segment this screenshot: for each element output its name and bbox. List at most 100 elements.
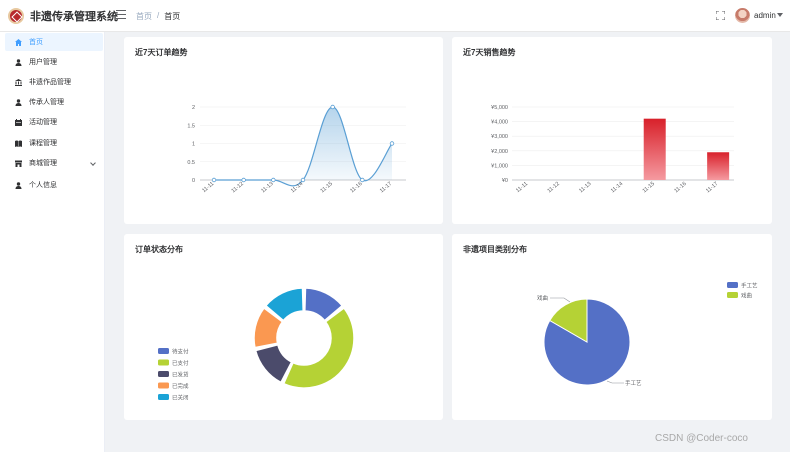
card-title: 订单状态分布 — [135, 245, 183, 254]
user-icon — [15, 98, 22, 106]
user-icon — [15, 58, 22, 66]
data-point — [211, 177, 217, 183]
top-navbar: 非遗传承管理系统 首页 / 首页 admin — [0, 0, 790, 32]
x-tick-label: 11-12 — [547, 181, 561, 194]
card-title: 非遗项目类别分布 — [463, 245, 527, 254]
bar — [643, 118, 666, 180]
data-point — [330, 104, 335, 110]
y-tick-label: ¥1,000 — [491, 163, 508, 169]
legend-label: 已支付 — [172, 359, 189, 367]
sidebar-item-activities[interactable]: 活动管理 — [5, 113, 103, 131]
brand[interactable]: 非遗传承管理系统 — [8, 7, 118, 25]
sidebar-item-inheritors[interactable]: 传承人管理 — [5, 93, 103, 111]
sidebar-item-shop[interactable]: 商城管理 — [5, 154, 103, 172]
bar — [707, 152, 730, 180]
app-logo-icon — [8, 8, 24, 24]
label-leader — [606, 380, 624, 384]
label-leader — [550, 297, 571, 303]
card-title: 近7天订单趋势 — [135, 48, 188, 57]
legend-label: 戏曲 — [741, 292, 752, 300]
data-point — [241, 177, 246, 183]
sidebar-item-label: 非遗作品管理 — [29, 79, 71, 86]
sidebar-item-profile[interactable]: 个人信息 — [5, 176, 103, 194]
legend-label: 待支付 — [172, 348, 189, 356]
legend-swatch — [727, 292, 738, 298]
user-dropdown-caret-icon[interactable] — [777, 13, 783, 17]
book-icon — [15, 140, 22, 147]
sidebar-item-label: 课程管理 — [29, 140, 57, 147]
legend-swatch — [727, 282, 738, 288]
x-tick-label: 11-14 — [610, 181, 624, 194]
app-title: 非遗传承管理系统 — [30, 11, 118, 23]
bank-icon — [15, 78, 22, 86]
watermark: CSDN @Coder-coco — [655, 433, 748, 444]
sidebar-item-label: 传承人管理 — [29, 99, 64, 106]
fullscreen-icon[interactable] — [716, 11, 725, 20]
username[interactable]: admin — [754, 11, 776, 20]
home-icon — [15, 38, 22, 46]
legend-swatch — [158, 348, 169, 354]
card-title: 近7天销售趋势 — [463, 48, 516, 57]
donut-slice — [304, 287, 343, 322]
sidebar-item-label: 用户管理 — [29, 59, 57, 66]
x-tick-label: 11-17 — [705, 181, 719, 194]
breadcrumb: 首页 / 首页 — [136, 11, 180, 22]
sidebar-item-works[interactable]: 非遗作品管理 — [5, 73, 103, 91]
order-status-card: 订单状态分布 待支付已支付已发货已完成已关闭 — [124, 234, 443, 420]
shop-icon — [15, 160, 22, 167]
legend-swatch — [158, 371, 169, 377]
category-card: 非遗项目类别分布 手工艺 戏曲 手工艺 戏曲 — [452, 234, 772, 420]
sales-trend-chart: ¥0 ¥1,000 ¥2,000 ¥3,000 ¥4,000 ¥5,000 11-11 11-… — [491, 105, 734, 194]
donut-slice — [254, 344, 293, 384]
sidebar-item-label: 商城管理 — [29, 160, 57, 167]
avatar[interactable] — [735, 8, 750, 23]
x-tick-label: 11-12 — [231, 181, 245, 194]
y-tick-label: ¥3,000 — [491, 134, 508, 140]
sidebar-item-courses[interactable]: 课程管理 — [5, 134, 103, 152]
x-tick-label: 11-15 — [320, 181, 334, 194]
series-line — [213, 106, 393, 187]
calendar-icon — [15, 118, 22, 126]
x-tick-label: 11-11 — [201, 181, 215, 194]
legend-swatch — [158, 359, 169, 366]
sidebar-item-label: 个人信息 — [29, 182, 57, 189]
user-icon — [15, 181, 22, 189]
sidebar-item-users[interactable]: 用户管理 — [5, 53, 103, 71]
slice-label: 手工艺 — [625, 379, 642, 387]
legend-label: 已完成 — [172, 382, 189, 390]
legend-label: 已关闭 — [172, 394, 189, 402]
donut-slice — [282, 307, 355, 389]
breadcrumb-current: 首页 — [164, 12, 181, 21]
sidebar-item-label: 首页 — [29, 39, 43, 46]
x-tick-label: 11-11 — [515, 181, 529, 194]
orders-trend-card: 近7天订单趋势 0 0.5 1 1.5 2 11-11 11-12 11-13 11-14 11-… — [124, 37, 443, 224]
x-tick-label: 11-13 — [260, 181, 274, 194]
sidebar-item-home[interactable]: 首页 — [5, 33, 103, 51]
main-content: 近7天订单趋势 0 0.5 1 1.5 2 11-11 11-12 11-13 11-14 11-… — [105, 32, 790, 452]
y-tick-label: 1.5 — [187, 123, 195, 129]
x-tick-label: 11-15 — [642, 181, 656, 194]
y-tick-label: ¥0 — [502, 178, 508, 184]
x-tick-label: 11-13 — [578, 181, 592, 194]
y-tick-label: 0.5 — [187, 160, 195, 166]
legend-label: 已发货 — [172, 371, 189, 379]
y-tick-label: 2 — [192, 105, 195, 111]
x-tick-label: 11-16 — [673, 181, 687, 194]
legend-label: 手工艺 — [741, 282, 758, 290]
sidebar-collapse-icon[interactable] — [116, 10, 126, 20]
legend-swatch — [158, 382, 169, 389]
breadcrumb-home[interactable]: 首页 — [136, 12, 152, 21]
data-point — [271, 177, 276, 183]
y-tick-label: ¥5,000 — [491, 105, 508, 111]
data-point — [360, 177, 365, 183]
pie-slice — [549, 298, 588, 343]
y-tick-label: ¥2,000 — [491, 149, 508, 155]
data-point — [389, 141, 395, 146]
sidebar-item-label: 活动管理 — [29, 119, 57, 126]
donut-slice — [253, 307, 284, 349]
data-point — [300, 177, 306, 183]
sidebar: 首页 用户管理 非遗作品管理 传承人管理 活动管理 课程管理 商城管理 个人信息 — [0, 32, 105, 452]
line-area — [214, 107, 392, 186]
